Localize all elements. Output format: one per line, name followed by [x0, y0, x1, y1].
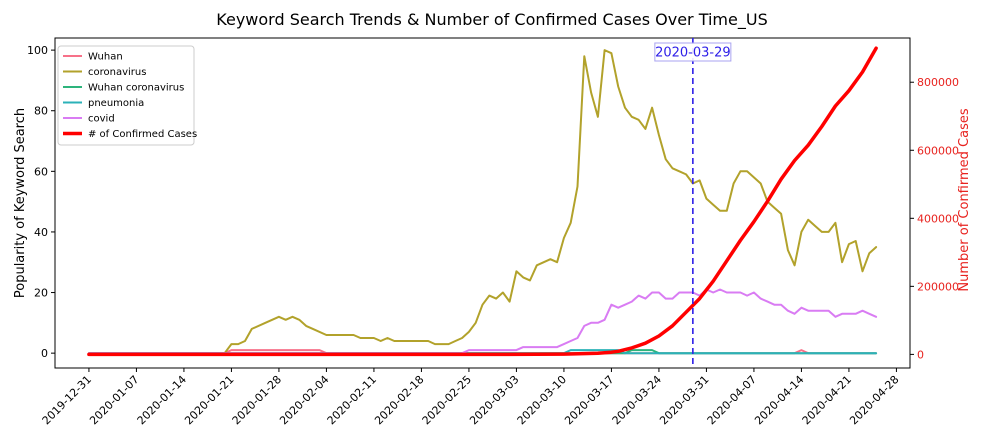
- y-axis-label: Popularity of Keyword Search: [13, 108, 28, 298]
- x-tick-label: 2020-02-25: [420, 373, 474, 427]
- y-right-tick-label: 800000: [917, 76, 959, 89]
- x-tick-label: 2020-01-28: [230, 373, 284, 427]
- annotation-label: 2020-03-29: [655, 46, 731, 61]
- y-tick-label: 0: [41, 347, 48, 360]
- y-right-tick-label: 200000: [917, 280, 959, 293]
- x-tick-label: 2020-03-10: [515, 373, 569, 427]
- x-tick-label: 2020-04-07: [705, 373, 759, 427]
- x-tick-label: 2020-04-14: [752, 373, 806, 427]
- legend-box: [57, 45, 195, 146]
- y-tick-label: 60: [34, 165, 48, 178]
- y-right-tick-label: 600000: [917, 144, 959, 157]
- x-tick-label: 2020-03-17: [562, 373, 616, 427]
- series-layer: [87, 46, 878, 357]
- x-tick-label: 2020-01-07: [87, 373, 141, 427]
- legend: Wuhan coronavirus Wuhan coronavirus pneumon…: [57, 45, 197, 146]
- y-axis-label-right: Number of Confirmed Cases: [957, 108, 972, 291]
- x-tick-label: 2020-01-14: [135, 373, 189, 427]
- x-tick-label: 2019-12-31: [40, 373, 94, 427]
- legend-label: covid: [88, 114, 115, 125]
- x-tick-label: 2020-02-04: [277, 373, 331, 427]
- legend-label: coronavirus: [88, 67, 146, 78]
- y-tick-label: 20: [34, 287, 48, 300]
- x-tick-label: 2020-01-21: [182, 373, 236, 427]
- plot-frame: [54, 37, 911, 369]
- legend-label: Wuhan coronavirus: [88, 83, 184, 94]
- legend-label: Wuhan: [88, 52, 123, 63]
- y-tick-label: 40: [34, 226, 48, 239]
- x-tick-label: 2020-04-21: [800, 373, 854, 427]
- y-right-tick-label: 400000: [917, 212, 959, 225]
- x-tick-label: 2020-03-03: [467, 373, 521, 427]
- y-tick-label: 80: [34, 105, 48, 118]
- x-tick-label: 2020-02-11: [325, 373, 379, 427]
- annotation-layer: 2020-03-29: [654, 38, 732, 368]
- series-line-covid: [87, 288, 878, 355]
- series-line-coronavirus: [87, 49, 878, 355]
- x-tick-label: 2020-03-31: [657, 373, 711, 427]
- chart-title: Keyword Search Trends & Number of Confir…: [216, 10, 767, 30]
- x-tick-label: 2020-02-18: [372, 373, 426, 427]
- annotation-box: [654, 42, 732, 62]
- y-right-tick-label: 0: [917, 348, 924, 361]
- y-tick-label: 100: [27, 44, 48, 57]
- legend-label: # of Confirmed Cases: [88, 129, 197, 140]
- x-tick-label: 2020-03-24: [610, 373, 664, 427]
- x-tick-label: 2020-04-28: [847, 373, 901, 427]
- legend-label: pneumonia: [88, 98, 144, 109]
- series-line-of-confirmed-cases: [87, 46, 878, 357]
